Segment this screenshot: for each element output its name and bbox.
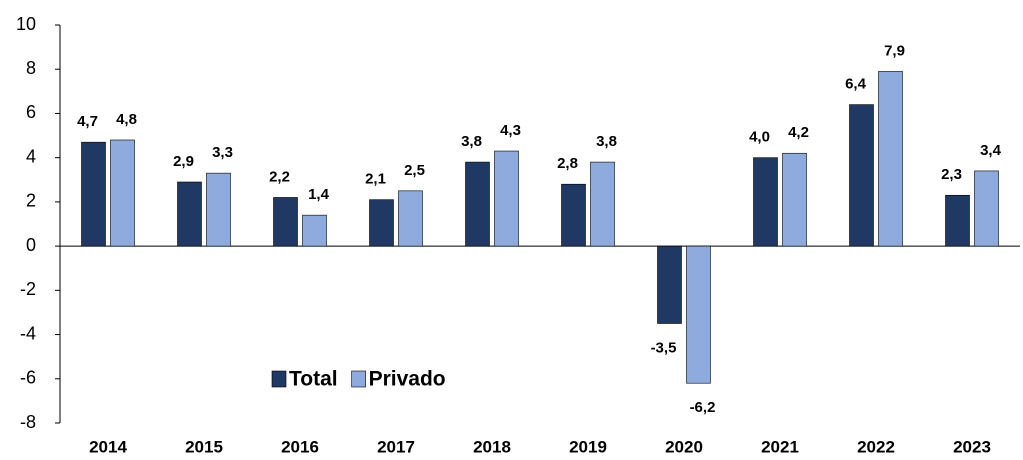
value-label: 4,8 [116, 111, 137, 128]
value-label: 4,0 [749, 129, 770, 146]
y-tick-label: 6 [26, 102, 36, 122]
y-tick-label: -8 [20, 412, 36, 432]
bar [81, 141, 106, 247]
value-label: -6,2 [690, 399, 716, 416]
value-label: 4,7 [77, 113, 98, 130]
y-tick-label: -2 [20, 279, 36, 299]
bar [369, 199, 394, 247]
value-label: 7,9 [884, 42, 905, 59]
value-label: 1,4 [308, 186, 330, 203]
value-label: 2,8 [557, 155, 578, 172]
legend-label: Privado [369, 368, 446, 391]
value-label: 3,8 [461, 133, 482, 150]
value-label: 3,8 [596, 133, 617, 150]
legend-swatch [351, 370, 366, 388]
bar [302, 214, 327, 247]
x-tick-label: 2020 [665, 437, 703, 456]
bar [686, 245, 711, 384]
bar [273, 197, 298, 247]
value-label: 2,2 [269, 168, 290, 185]
bar [398, 190, 423, 247]
y-tick-label: 4 [26, 146, 36, 166]
bar [753, 157, 778, 247]
bar [110, 139, 135, 247]
value-label: 3,3 [212, 144, 233, 161]
x-tick-label: 2017 [377, 437, 415, 456]
x-tick-label: 2019 [569, 437, 607, 456]
y-tick-label: -4 [20, 323, 36, 343]
y-tick-label: 10 [16, 14, 36, 34]
bar [782, 152, 807, 247]
bar [945, 194, 970, 247]
bar [465, 161, 490, 247]
bar [878, 71, 903, 247]
value-label: 2,1 [365, 171, 386, 188]
legend-label: Total [289, 368, 338, 391]
bar [974, 170, 999, 247]
value-label: -3,5 [651, 339, 677, 356]
y-tick-label: 0 [26, 235, 36, 255]
value-label: 4,3 [500, 122, 521, 139]
value-label: 6,4 [845, 76, 867, 93]
bar [177, 181, 202, 247]
value-label: 3,4 [980, 142, 1002, 159]
bar [590, 161, 615, 247]
bar [494, 150, 519, 247]
bar [657, 245, 682, 324]
x-tick-label: 2018 [473, 437, 511, 456]
y-tick-label: 2 [26, 191, 36, 211]
value-label: 4,2 [788, 124, 809, 141]
x-tick-label: 2014 [89, 437, 127, 456]
bar [206, 172, 231, 247]
x-tick-label: 2015 [185, 437, 223, 456]
y-tick-label: -6 [20, 368, 36, 388]
bar [849, 104, 874, 247]
x-tick-label: 2016 [281, 437, 319, 456]
x-tick-label: 2022 [857, 437, 895, 456]
y-tick-label: 8 [26, 58, 36, 78]
legend-swatch [271, 370, 287, 388]
bar [561, 183, 586, 247]
x-tick-label: 2023 [953, 437, 991, 456]
x-tick-label: 2021 [761, 437, 799, 456]
value-label: 2,9 [173, 153, 194, 170]
value-label: 2,5 [404, 162, 425, 179]
value-label: 2,3 [941, 166, 962, 183]
